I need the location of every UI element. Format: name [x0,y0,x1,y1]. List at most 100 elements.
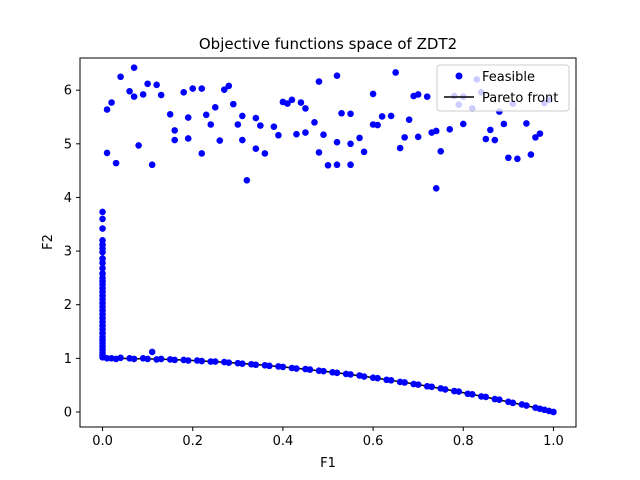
feasible-point [509,399,517,407]
feasible-point [333,138,341,146]
feasible-point [239,360,246,368]
feasible-point [225,359,233,366]
feasible-point [243,176,251,184]
feasible-point [171,127,178,134]
feasible-point [130,355,138,363]
feasible-point [117,354,124,362]
feasible-point [207,358,215,365]
feasible-point [320,131,327,138]
feasible-point [550,408,557,416]
x-tick-label: 0.8 [453,434,474,449]
feasible-point [234,121,242,128]
feasible-point [103,355,111,362]
feasible-point [468,390,476,398]
feasible-point [148,161,156,169]
feasible-point [171,356,178,364]
feasible-point [347,110,354,118]
chart-title: Objective functions space of ZDT2 [199,35,457,53]
feasible-point [130,64,138,71]
feasible-point [252,114,260,122]
feasible-point [338,109,345,117]
feasible-point [99,264,106,272]
feasible-point [311,119,318,126]
feasible-point [99,259,106,267]
feasible-point [459,120,467,128]
feasible-point [455,388,463,395]
feasible-point [252,361,260,369]
feasible-point [144,80,151,88]
feasible-point [491,136,499,144]
feasible-point [189,85,197,92]
feasible-point [279,363,287,371]
feasible-point [171,136,178,144]
feasible-point [401,134,408,141]
feasible-point [275,131,282,139]
feasible-point [387,112,395,120]
feasible-point [99,225,106,232]
feasible-point [266,362,273,370]
feasible-point [369,90,377,98]
feasible-point [207,121,215,128]
legend-pareto-label: Pareto front [482,91,558,106]
x-tick-label: 0.6 [363,434,384,449]
feasible-point [505,154,512,162]
feasible-point [387,377,395,384]
y-tick-label: 1 [64,352,72,367]
feasible-point [135,142,142,149]
feasible-point [302,129,309,136]
feasible-point [306,366,314,373]
feasible-point [202,111,210,119]
x-axis-ticks: 0.0 0.2 0.4 0.6 0.8 1.0 [92,427,564,449]
y-tick-label: 0 [64,405,72,420]
y-tick-label: 6 [64,84,72,99]
feasible-point [446,126,454,133]
feasible-point [112,159,120,167]
feasible-point [360,373,368,380]
feasible-point [184,135,192,142]
feasible-point [252,145,260,152]
feasible-point [157,91,165,99]
feasible-point [374,374,381,382]
feasible-point [153,81,160,89]
feasible-point [166,111,174,118]
feasible-point [230,100,237,108]
feasible-point [99,215,106,223]
axes-frame [79,57,577,428]
feasible-point [347,371,354,378]
feasible-point [396,144,404,152]
y-tick-label: 4 [64,191,72,206]
feasible-point [257,122,264,129]
feasible-point [356,134,363,142]
feasible-point [523,120,530,127]
feasible-point [157,355,165,363]
feasible-point [414,133,422,141]
feasible-point [293,130,300,138]
feasible-point [360,148,368,156]
feasible-point [130,93,138,100]
feasible-point [261,150,269,157]
feasible-point [225,82,233,90]
feasible-point [108,99,115,106]
x-tick-label: 0.4 [273,434,294,449]
feasible-point [487,126,494,134]
y-axis-label: F2 [41,234,56,250]
feasible-point [369,121,377,128]
feasible-point [324,161,332,169]
feasible-point [148,348,156,356]
feasible-point [220,86,228,93]
feasible-point [333,72,341,79]
y-tick-label: 3 [64,245,72,260]
plot-area [99,64,557,416]
feasible-point [333,161,341,169]
feasible-point [414,381,422,388]
feasible-point [414,91,422,98]
feasible-point [99,248,106,256]
feasible-point [320,367,327,375]
feasible-point [496,396,503,403]
x-tick-label: 0.2 [182,434,203,449]
feasible-point [428,383,436,391]
feasible-point [239,112,246,120]
feasible-point [437,148,445,155]
feasible-point [103,149,111,157]
